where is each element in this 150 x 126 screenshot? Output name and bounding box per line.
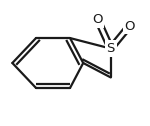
Text: S: S bbox=[106, 42, 115, 55]
Text: O: O bbox=[124, 20, 134, 33]
Text: O: O bbox=[92, 13, 103, 26]
